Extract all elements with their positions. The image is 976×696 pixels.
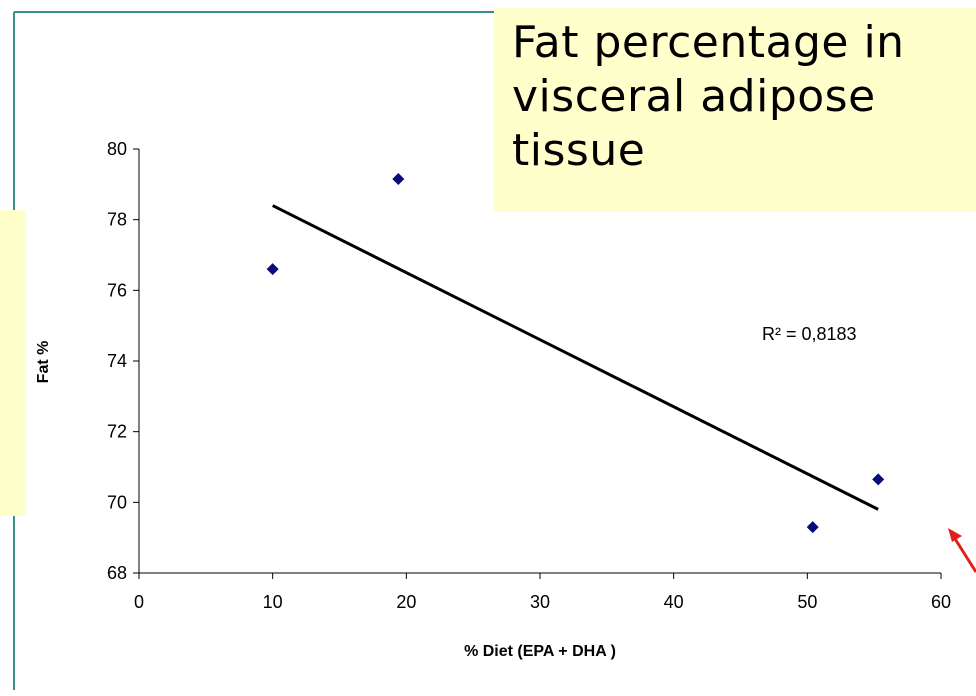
x-tick-label: 10 — [263, 592, 283, 612]
highlight-arrow-head — [948, 528, 962, 542]
y-tick-label: 68 — [107, 563, 127, 583]
data-point — [266, 263, 279, 276]
side-note-box — [0, 210, 26, 516]
y-tick-label: 76 — [107, 280, 127, 300]
r-squared-label: R² = 0,8183 — [762, 324, 857, 344]
data-point — [806, 521, 819, 534]
highlight-arrow — [950, 533, 976, 573]
y-tick-label: 78 — [107, 210, 127, 230]
x-tick-label: 0 — [134, 592, 144, 612]
y-tick-label: 70 — [107, 492, 127, 512]
x-tick-label: 60 — [931, 592, 951, 612]
y-tick-label: 72 — [107, 422, 127, 442]
trendline — [271, 204, 879, 511]
x-tick-label: 20 — [396, 592, 416, 612]
slide-title: Fat percentage in visceral adipose tissu… — [494, 8, 976, 212]
x-tick-label: 40 — [664, 592, 684, 612]
y-tick-label: 80 — [107, 139, 127, 159]
x-axis-label: % Diet (EPA + DHA ) — [464, 643, 616, 660]
y-axis-label: Fat % — [35, 341, 52, 384]
y-tick-label: 74 — [107, 351, 127, 371]
x-tick-label: 30 — [530, 592, 550, 612]
data-point — [872, 473, 885, 486]
x-tick-label: 50 — [797, 592, 817, 612]
data-point — [392, 173, 405, 186]
